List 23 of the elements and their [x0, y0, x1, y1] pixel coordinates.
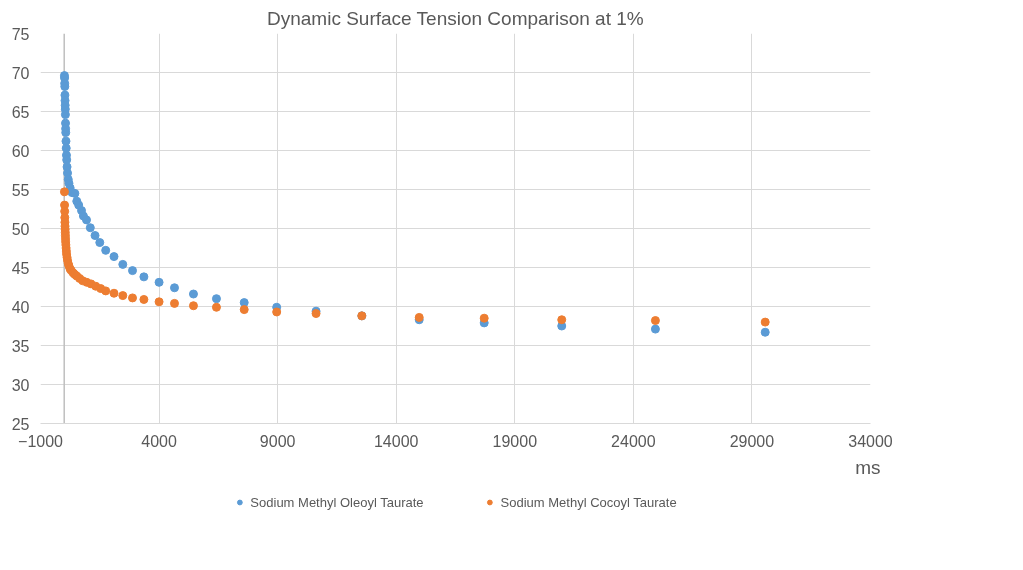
x-tick-label: 19000 — [492, 432, 538, 450]
x-tick-label: 14000 — [373, 432, 419, 450]
y-tick-label: 35 — [11, 337, 30, 355]
y-tick-label: 75 — [11, 25, 30, 43]
chart-title: Dynamic Surface Tension Comparison at 1% — [267, 7, 644, 29]
x-axis-title: ms — [855, 456, 881, 478]
x-tick-label: 34000 — [848, 432, 893, 450]
y-tick-label: 60 — [11, 142, 30, 160]
y-tick-label: 40 — [11, 298, 30, 316]
y-tick-label: 70 — [11, 64, 30, 82]
y-tick-label: 45 — [11, 259, 30, 277]
x-tick-label: 24000 — [611, 432, 656, 450]
x-tick-label: 9000 — [259, 432, 296, 450]
y-tick-label: 55 — [11, 181, 30, 199]
y-tick-label: 25 — [11, 415, 30, 433]
legend-label: Sodium Methyl Cocoyl Taurate — [500, 494, 677, 510]
x-tick-label: −1000 — [18, 432, 64, 450]
legend-label: Sodium Methyl Oleoyl Taurate — [250, 494, 424, 510]
x-tick-label: 29000 — [729, 432, 775, 450]
y-tick-label: 30 — [11, 376, 30, 394]
y-tick-label: 50 — [11, 220, 30, 238]
y-tick-label: 65 — [11, 103, 30, 121]
x-tick-label: 4000 — [141, 432, 177, 450]
